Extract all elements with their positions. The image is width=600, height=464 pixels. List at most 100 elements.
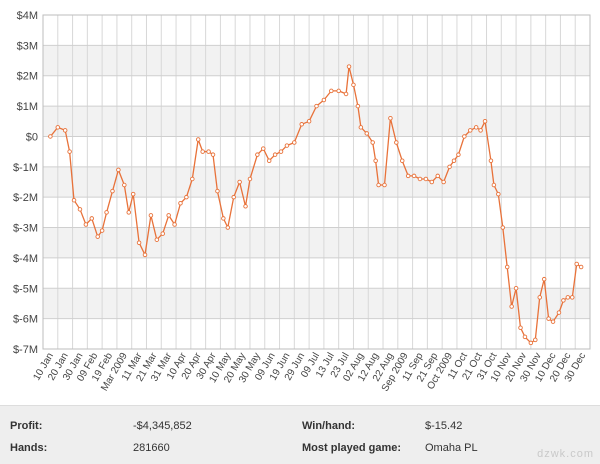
- y-tick-label: $4M: [17, 10, 38, 22]
- data-point: [67, 149, 72, 154]
- data-point: [388, 115, 393, 121]
- y-tick-label: $3M: [17, 40, 38, 52]
- grid-band: [43, 257, 590, 289]
- data-point: [210, 152, 216, 157]
- data-point: [376, 182, 381, 188]
- grid-band: [43, 45, 590, 76]
- data-point: [292, 140, 297, 145]
- data-point: [528, 340, 534, 346]
- data-point: [482, 119, 488, 124]
- data-point: [116, 167, 121, 173]
- data-point: [200, 149, 205, 154]
- data-point: [370, 140, 375, 145]
- data-point: [104, 210, 109, 215]
- y-tick-label: $-3M: [13, 223, 38, 235]
- data-point: [399, 158, 405, 163]
- data-point: [358, 125, 364, 130]
- data-point: [184, 194, 189, 200]
- y-tick-label: $-2M: [13, 192, 38, 204]
- data-point: [261, 146, 266, 151]
- data-point: [215, 188, 220, 194]
- data-point: [429, 179, 435, 185]
- data-point: [77, 207, 83, 212]
- data-point: [533, 337, 538, 343]
- data-point: [570, 295, 575, 300]
- data-point: [206, 149, 211, 154]
- y-tick-label: $-5M: [13, 283, 38, 295]
- data-point: [122, 182, 127, 188]
- data-point: [148, 213, 154, 218]
- data-point: [456, 152, 461, 157]
- data-point: [243, 204, 248, 209]
- data-point: [565, 295, 571, 300]
- data-point: [382, 182, 387, 188]
- data-point: [346, 64, 352, 69]
- data-point: [231, 194, 236, 200]
- most-played-label: Most played game:: [302, 442, 402, 454]
- data-point: [550, 319, 556, 324]
- grid-band: [43, 197, 590, 228]
- data-point: [272, 152, 278, 157]
- data-point: [221, 216, 226, 221]
- data-point: [154, 237, 160, 242]
- data-point: [513, 286, 519, 291]
- data-point: [299, 122, 304, 127]
- data-point: [478, 128, 483, 133]
- data-point: [411, 173, 417, 179]
- data-point: [451, 158, 457, 163]
- data-point: [306, 119, 312, 124]
- profit-value: -$4,345,852: [133, 420, 192, 432]
- chart-svg: $4M $3M $2M $1M $0 $-1M $-2M $-3M $-4M $-5M $-6M $-…: [13, 10, 591, 394]
- y-tick-label: $-7M: [13, 344, 38, 356]
- data-point: [136, 240, 142, 245]
- grid-band: [43, 136, 590, 167]
- data-point: [355, 103, 361, 109]
- data-point: [266, 158, 272, 163]
- data-point: [541, 276, 547, 282]
- data-point: [578, 264, 584, 270]
- data-point: [166, 213, 171, 218]
- data-point: [83, 222, 89, 227]
- plot-border: [42, 14, 591, 350]
- winhand-value: $-15.42: [425, 420, 463, 432]
- grid-band: [43, 318, 590, 349]
- data-point: [95, 234, 100, 239]
- data-point: [278, 149, 284, 154]
- profit-label: Profit:: [10, 420, 43, 432]
- data-point: [496, 191, 501, 197]
- data-point: [48, 134, 53, 139]
- y-tick-label: $1M: [17, 101, 38, 113]
- data-point: [504, 264, 510, 270]
- y-tick-label: $-6M: [13, 314, 38, 326]
- data-point: [314, 103, 319, 109]
- hands-label: Hands:: [10, 442, 48, 454]
- data-point: [488, 158, 494, 163]
- data-point: [574, 261, 579, 267]
- grid-band: [43, 15, 590, 46]
- data-point: [130, 191, 136, 197]
- data-point: [556, 310, 562, 315]
- data-point: [195, 137, 201, 142]
- y-tick-label: $0: [26, 131, 38, 143]
- data-point: [247, 176, 253, 182]
- data-point: [89, 216, 95, 221]
- data-point: [284, 143, 290, 148]
- grid-band: [43, 106, 590, 137]
- winhand-label: Win/hand:: [302, 420, 356, 432]
- data-point: [405, 173, 411, 179]
- data-point: [178, 201, 183, 206]
- data-point: [225, 225, 231, 230]
- data-point: [172, 222, 177, 227]
- data-point: [190, 176, 195, 182]
- data-point: [329, 88, 334, 94]
- grid-band: [43, 288, 590, 319]
- data-point: [99, 228, 105, 233]
- data-point: [321, 97, 327, 103]
- data-point: [364, 131, 370, 136]
- data-point: [500, 225, 506, 230]
- data-point: [126, 210, 131, 215]
- data-point: [160, 231, 165, 236]
- data-point: [435, 173, 440, 179]
- grid-band: [43, 227, 590, 258]
- data-point: [336, 88, 341, 94]
